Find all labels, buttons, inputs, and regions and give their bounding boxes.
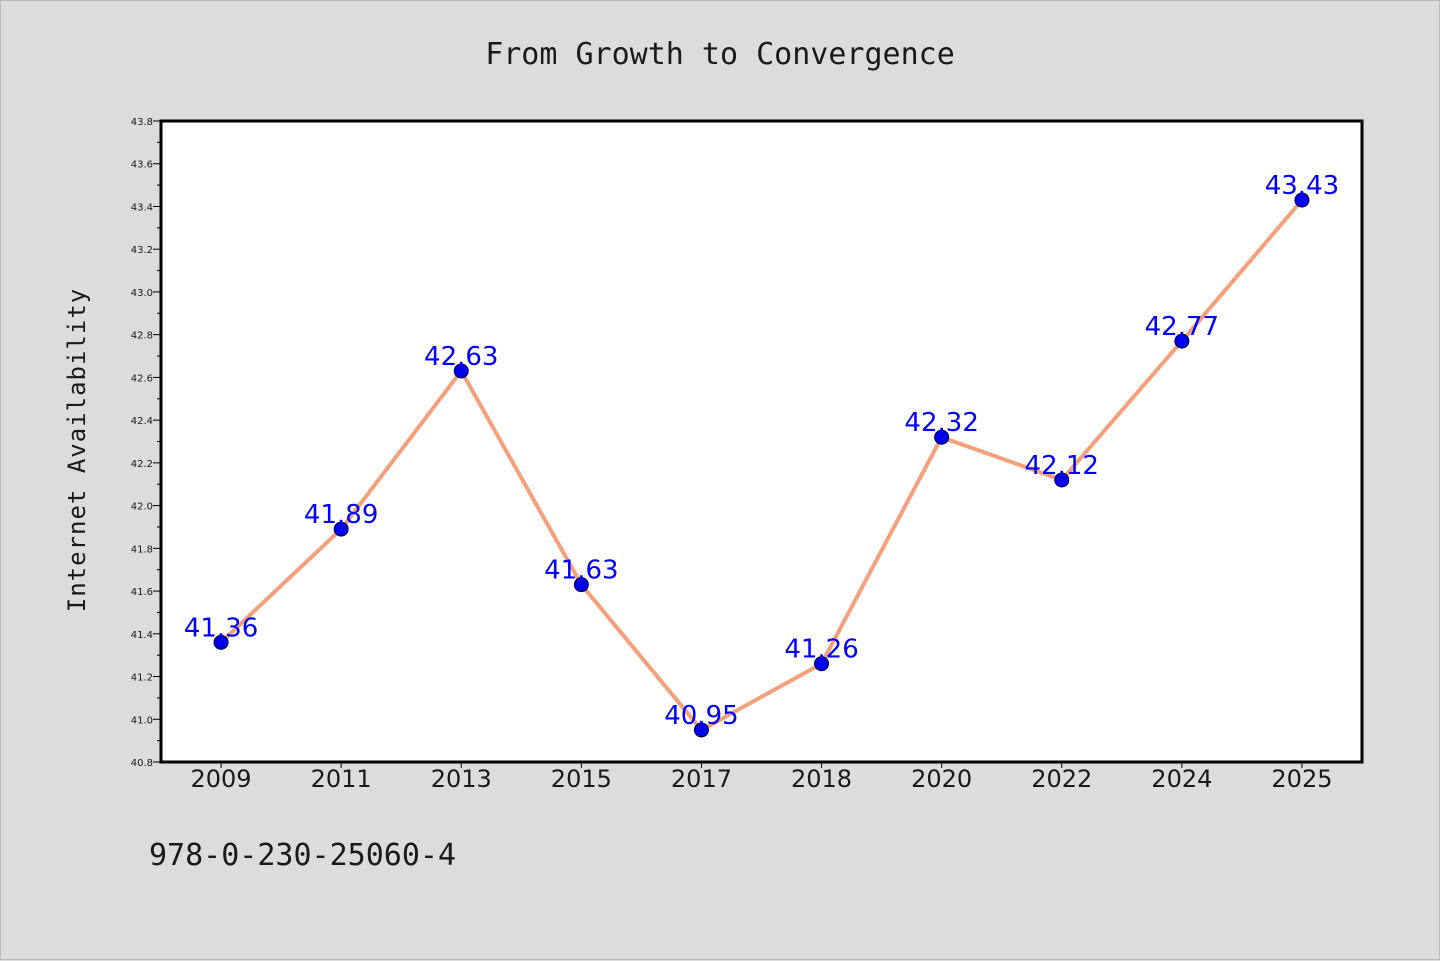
x-tick-label: 2017	[671, 765, 732, 793]
plot-area	[161, 121, 1362, 762]
data-label: 41.26	[784, 635, 858, 665]
data-label: 42.63	[424, 342, 498, 372]
x-tick-label: 2020	[911, 765, 972, 793]
data-point	[333, 521, 349, 537]
series-line	[219, 198, 1304, 732]
x-tick-label: 2015	[551, 765, 612, 793]
y-axis-label: Internet Availability	[63, 288, 91, 612]
x-tick-label: 2025	[1271, 765, 1332, 793]
isbn-text: 978-0-230-25060-4	[149, 838, 456, 873]
x-tick-label: 2011	[311, 765, 372, 793]
y-tick-label: 43.4	[131, 202, 153, 213]
data-label: 40.95	[664, 701, 738, 731]
data-point	[814, 656, 830, 672]
y-tick-label: 42.8	[131, 331, 153, 342]
y-tick-label: 42.0	[131, 502, 153, 513]
data-label: 41.63	[544, 556, 618, 586]
data-label: 41.89	[304, 500, 378, 530]
x-tick-label: 2022	[1031, 765, 1092, 793]
y-tick-label: 40.8	[131, 758, 153, 769]
y-tick-label: 43.6	[131, 160, 153, 171]
x-tick-label: 2013	[431, 765, 492, 793]
y-tick-label: 42.4	[131, 416, 153, 427]
data-point	[1174, 333, 1190, 349]
data-point	[693, 722, 709, 738]
y-tick-label: 43.8	[131, 117, 153, 128]
data-label: 42.32	[904, 408, 978, 438]
y-tick-label: 41.6	[131, 587, 153, 598]
data-point	[1294, 192, 1310, 208]
data-label: 43.43	[1265, 171, 1339, 201]
x-tick-label: 2009	[191, 765, 252, 793]
x-axis: 2009 2011 2013 2015 2017 2018 2020 2022 2024 2025	[191, 762, 1332, 793]
plot-frame	[159, 119, 1364, 764]
y-tick-label: 41.8	[131, 544, 153, 555]
x-tick-label: 2024	[1151, 765, 1212, 793]
data-point	[213, 634, 229, 650]
data-label: 41.36	[184, 613, 258, 643]
y-tick-label: 41.2	[131, 673, 153, 684]
y-tick-label: 43.2	[131, 245, 153, 256]
data-point	[573, 577, 589, 593]
data-label: 42.12	[1025, 451, 1099, 481]
data-point	[1054, 472, 1070, 488]
series-layer: 41.36 41.89 42.63 41.63 40.95 41.26 42.32 42.12…	[184, 171, 1339, 738]
chart-title: From Growth to Convergence	[485, 37, 955, 72]
data-point	[453, 363, 469, 379]
data-point	[934, 429, 950, 445]
y-tick-label: 41.0	[131, 715, 153, 726]
y-axis: 40.8 41.0 41.2 41.4 41.6 41.8 42.0 42.2 42.4 42.6…	[131, 117, 161, 769]
x-tick-label: 2018	[791, 765, 852, 793]
y-tick-label: 41.4	[131, 630, 153, 641]
y-tick-label: 42.2	[131, 459, 153, 470]
y-tick-label: 42.6	[131, 373, 153, 384]
data-label: 42.77	[1145, 312, 1219, 342]
y-tick-label: 43.0	[131, 288, 153, 299]
